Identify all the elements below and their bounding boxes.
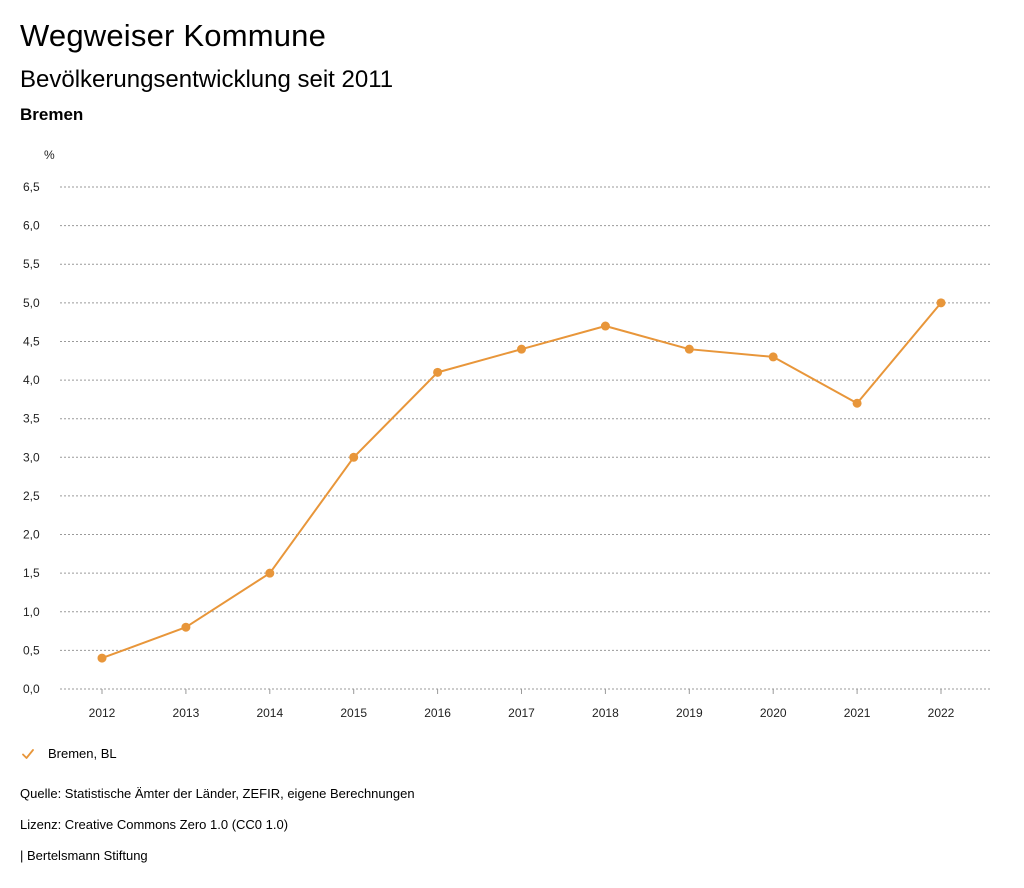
data-point[interactable] [433,367,443,377]
y-tick-label: 3,0 [23,450,40,464]
x-tick-label: 2022 [928,706,955,720]
x-tick-label: 2018 [592,706,619,720]
x-tick-label: 2020 [760,706,787,720]
y-tick-label: 0,5 [23,643,40,657]
app-title: Wegweiser Kommune [20,18,327,53]
y-tick-label: 2,5 [23,489,40,503]
data-point[interactable] [517,344,526,354]
x-tick-label: 2014 [256,706,283,720]
data-point[interactable] [349,452,359,462]
series-bremen [97,298,946,663]
credit-note: | Bertelsmann Stiftung [20,848,148,863]
series-line [101,302,942,660]
data-point[interactable] [265,568,275,578]
y-tick-label: 1,5 [23,566,40,580]
data-point[interactable] [852,398,862,408]
chart-subtitle: Bevölkerungsentwicklung seit 2011 [20,66,394,93]
line-chart: % 0,0 0,5 1,0 1,5 2,0 2,5 3,0 3,5 4,0 4,5 5,0 5,5 6,0… [23,148,991,720]
y-tick-label: 3,5 [23,412,40,426]
check-icon [22,749,34,759]
x-tick-label: 2017 [508,706,535,720]
x-tick-label: 2012 [89,706,116,720]
data-point[interactable] [936,298,946,308]
legend-label: Bremen, BL [48,746,117,761]
axis-labels: % 0,0 0,5 1,0 1,5 2,0 2,5 3,0 3,5 4,0 4,5 5,0 5,5 6,0… [23,148,955,720]
data-point[interactable] [768,352,778,362]
x-tick-label: 2016 [424,706,451,720]
y-tick-label: 6,0 [23,219,40,233]
y-tick-label: 6,5 [23,180,40,194]
x-tick-label: 2019 [676,706,703,720]
x-tick-label: 2021 [844,706,871,720]
y-tick-label: 0,0 [23,682,40,696]
data-point[interactable] [684,344,694,354]
y-unit-label: % [44,148,55,162]
y-tick-label: 5,5 [23,257,40,271]
y-tick-label: 4,5 [23,334,40,348]
license-note: Lizenz: Creative Commons Zero 1.0 (CC0 1… [20,817,289,832]
y-tick-label: 5,0 [23,296,40,310]
x-tick-label: 2015 [340,706,367,720]
data-point[interactable] [181,622,191,632]
region-label: Bremen [20,105,84,124]
source-note: Quelle: Statistische Ämter der Länder, Z… [20,786,415,801]
y-tick-label: 4,0 [23,373,40,387]
data-point[interactable] [600,321,610,331]
data-point[interactable] [97,653,107,663]
y-tick-label: 2,0 [23,528,40,542]
grid-lines [60,186,991,690]
y-tick-label: 1,0 [23,605,40,619]
x-tick-label: 2013 [173,706,200,720]
legend[interactable]: Bremen, BL [22,744,117,764]
